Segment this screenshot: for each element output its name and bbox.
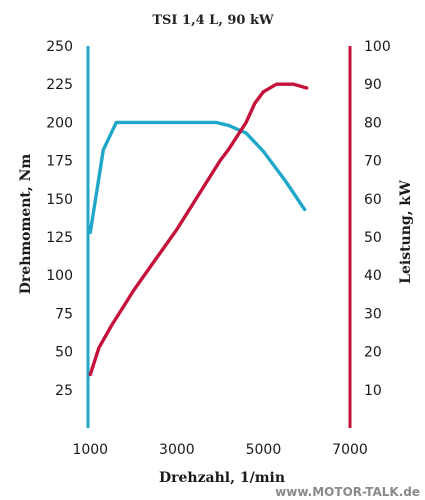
y-right-tick-label: 40 xyxy=(364,268,382,284)
x-axis-label: Drehzahl, 1/min xyxy=(159,470,285,486)
y-right-tick-label: 20 xyxy=(364,345,382,361)
y-right-tick-label: 50 xyxy=(364,230,382,246)
y-right-axis-label: Leistung, kW xyxy=(398,180,414,284)
y-left-axis-label: Drehmoment, Nm xyxy=(18,154,34,295)
y-left-tick-label: 200 xyxy=(46,115,73,131)
x-tick-label: 3000 xyxy=(159,442,195,458)
power-curve-line xyxy=(88,82,309,377)
right-axis-ticks: 10 20 30 40 50 60 70 80 90 100 xyxy=(364,39,391,399)
y-left-tick-label: 25 xyxy=(55,383,73,399)
y-right-tick-label: 90 xyxy=(364,77,382,93)
y-right-tick-label: 30 xyxy=(364,306,382,322)
torque-curve-line xyxy=(88,120,307,235)
x-axis-ticks: 1000 3000 5000 7000 xyxy=(72,442,367,458)
y-left-tick-label: 225 xyxy=(46,77,73,93)
x-tick-label: 1000 xyxy=(72,442,108,458)
y-left-tick-label: 50 xyxy=(55,345,73,361)
y-right-tick-label: 70 xyxy=(364,154,382,170)
y-left-tick-label: 75 xyxy=(55,306,73,322)
y-left-tick-label: 150 xyxy=(46,192,73,208)
watermark: www.MOTOR-TALK.de xyxy=(275,485,420,499)
y-right-tick-label: 60 xyxy=(364,192,382,208)
left-axis-ticks: 25 50 75 100 125 150 175 200 225 250 xyxy=(46,39,73,399)
y-right-tick-label: 80 xyxy=(364,115,382,131)
y-left-tick-label: 100 xyxy=(46,268,73,284)
y-left-tick-label: 175 xyxy=(46,154,73,170)
x-tick-label: 5000 xyxy=(246,442,282,458)
x-tick-label: 7000 xyxy=(332,442,368,458)
chart-title: TSI 1,4 L, 90 kW xyxy=(152,13,274,28)
y-left-tick-label: 250 xyxy=(46,39,73,55)
y-right-tick-label: 100 xyxy=(364,39,391,55)
y-right-tick-label: 10 xyxy=(364,383,382,399)
series-group xyxy=(88,82,309,377)
y-left-tick-label: 125 xyxy=(46,230,73,246)
